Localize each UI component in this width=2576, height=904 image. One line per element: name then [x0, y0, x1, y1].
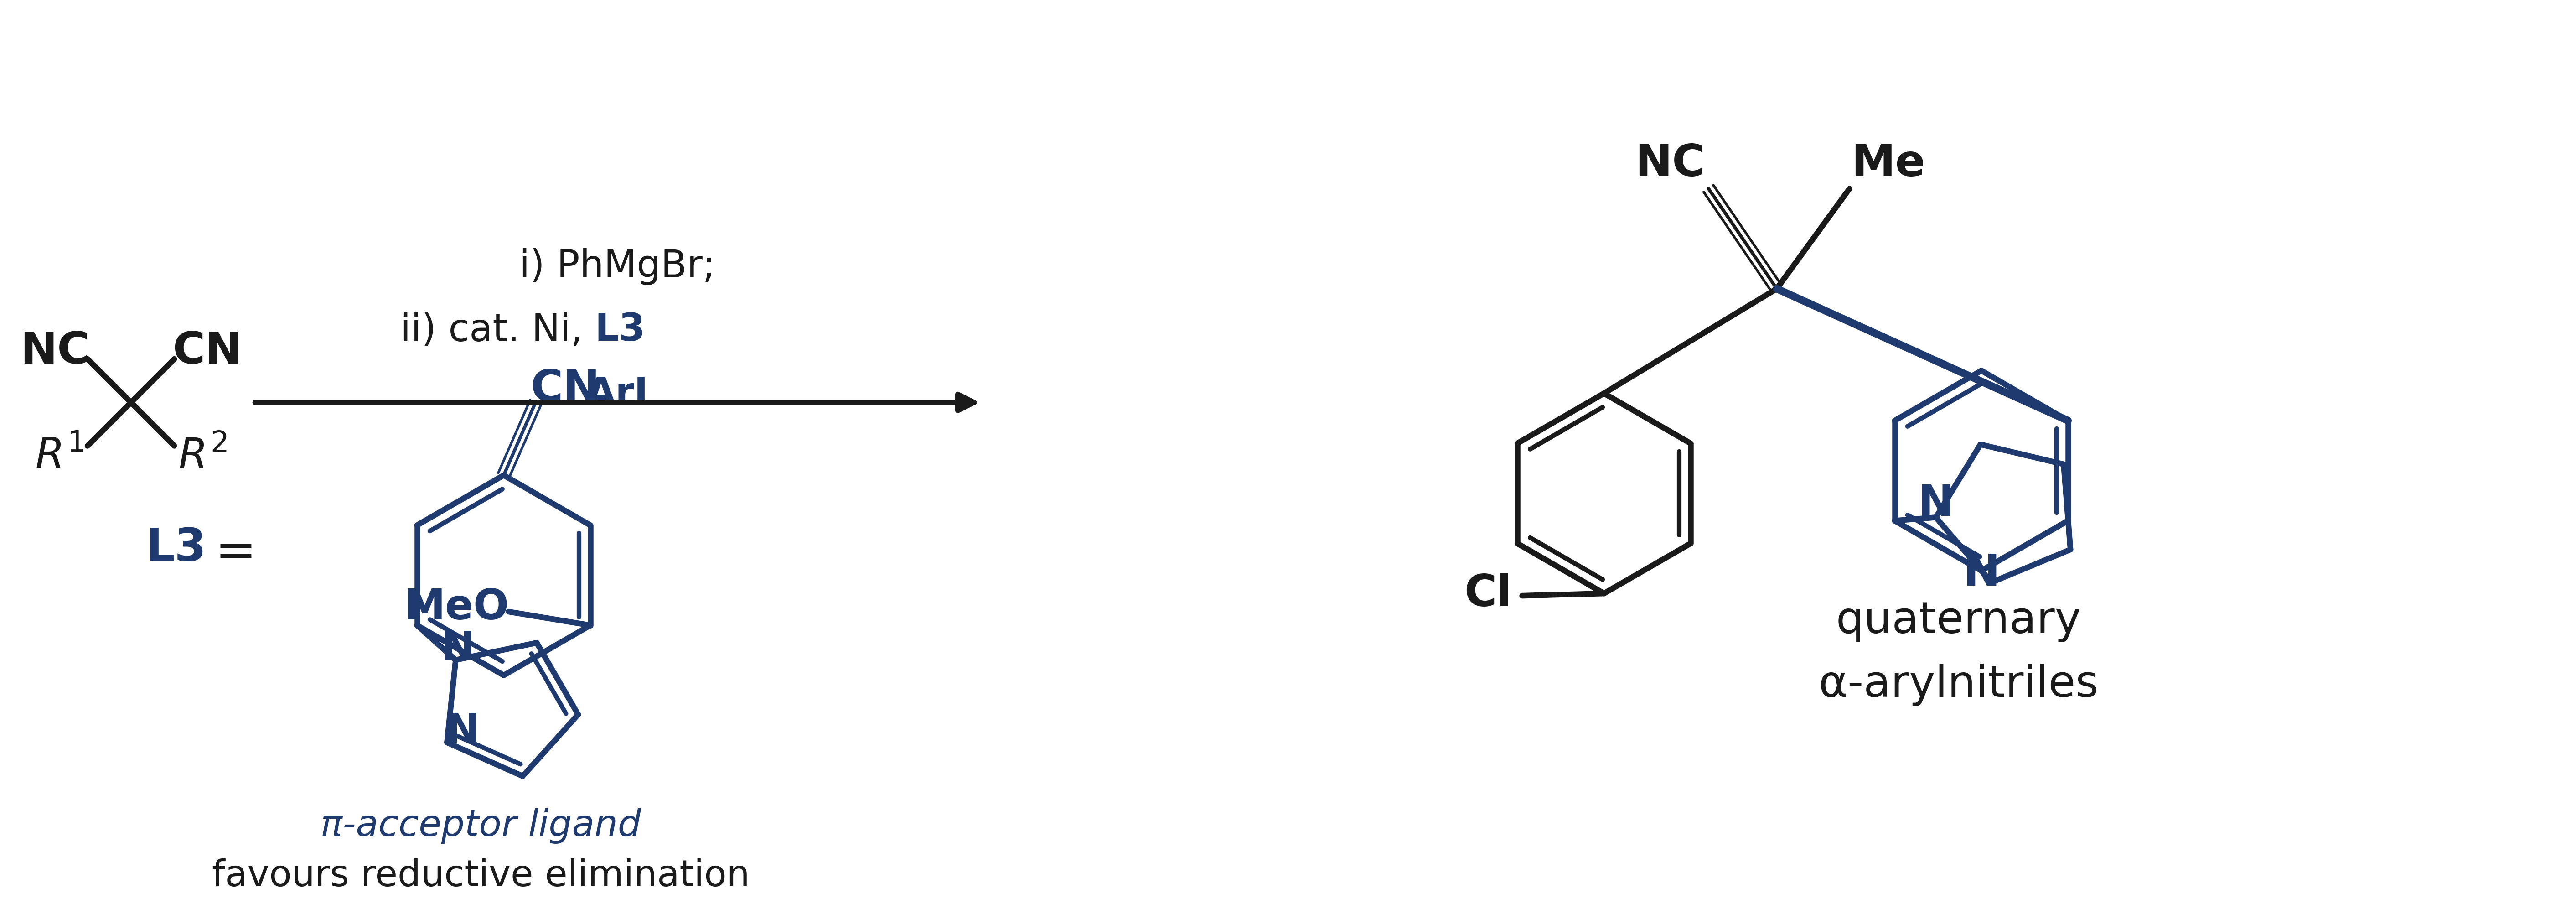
Text: L3: L3 [595, 312, 647, 348]
Text: $R^1$: $R^1$ [36, 436, 85, 476]
Text: α-arylnitriles: α-arylnitriles [1819, 664, 2099, 706]
Text: NC: NC [1636, 143, 1705, 185]
Text: MeO: MeO [404, 587, 510, 627]
Text: NC: NC [21, 330, 90, 372]
Text: N: N [446, 711, 479, 751]
Text: L3: L3 [147, 526, 206, 570]
Text: i) PhMgBr;: i) PhMgBr; [520, 248, 716, 285]
Text: Me: Me [1852, 143, 1924, 185]
Text: =: = [214, 529, 255, 577]
Text: N: N [440, 629, 474, 669]
Text: N: N [1963, 552, 1999, 594]
Text: ArI: ArI [587, 375, 649, 412]
Text: CN: CN [173, 330, 242, 372]
Text: favours reductive elimination: favours reductive elimination [211, 858, 750, 893]
Text: $R^2$: $R^2$ [178, 436, 227, 476]
Text: quaternary: quaternary [1837, 599, 2081, 642]
Text: Cl: Cl [1463, 572, 1512, 615]
Text: N: N [1919, 483, 1953, 525]
Text: π-acceptor ligand: π-acceptor ligand [322, 807, 641, 843]
Text: ii) cat. Ni,: ii) cat. Ni, [399, 312, 595, 348]
Text: CN: CN [531, 368, 600, 410]
